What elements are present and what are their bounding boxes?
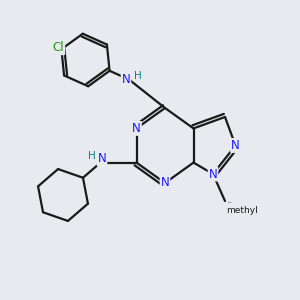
Text: N: N [98,152,106,166]
Text: Cl: Cl [52,41,64,54]
Text: N: N [231,139,240,152]
Text: N: N [122,73,130,86]
Text: H: H [134,71,141,81]
Text: methyl: methyl [228,202,233,203]
Text: N: N [132,122,141,135]
Text: H: H [88,151,96,161]
Text: N: N [208,167,217,181]
Text: methyl: methyl [226,206,258,215]
Text: N: N [160,176,169,190]
